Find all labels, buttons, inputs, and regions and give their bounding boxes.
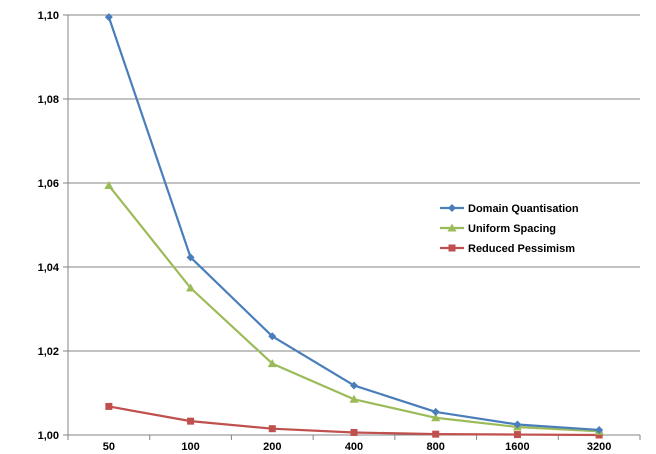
data-point [595,425,604,434]
data-point [431,413,441,422]
legend-marker [447,223,457,232]
data-point [267,359,277,368]
data-point [513,420,522,429]
data-point [350,381,358,390]
data-point [595,431,603,439]
data-point [513,431,521,439]
data-point [186,283,196,292]
data-point [186,253,195,262]
y-tick-label: 1,00 [38,430,59,442]
x-tick-label: 100 [181,441,199,453]
y-tick-label: 1,02 [38,346,59,358]
y-tick-label: 1,08 [38,94,59,106]
y-tick-label: 1,06 [38,178,59,190]
x-tick-label: 3200 [587,441,611,453]
series-domain-quantisation [104,13,604,434]
x-tick-label: 800 [427,441,445,453]
series-uniform-spacing [104,181,604,435]
data-point [187,417,195,425]
x-tick-label: 200 [263,441,281,453]
legend-marker [448,244,456,252]
data-point [105,402,113,410]
y-tick-label: 1,04 [38,262,60,274]
tick-labels: 1,00 1,02 1,04 1,06 1,08 1,10 50 100 200 400 800 16… [38,10,612,453]
data-point [104,181,114,190]
legend-marker [448,204,456,212]
data-point [431,407,440,416]
y-tick-label: 1,10 [38,10,59,22]
data-point [268,332,277,341]
x-tick-label: 50 [103,441,115,453]
legend-label: Domain Quantisation [468,203,579,215]
data-point [349,394,359,403]
legend-label: Reduced Pessimism [468,243,575,255]
legend-entry: Reduced Pessimism [440,243,575,255]
data-point [350,428,358,436]
legend-label: Uniform Spacing [468,223,556,235]
series-reduced-pessimism [105,402,603,439]
gridlines [68,14,640,352]
legend-entry: Domain Quantisation [440,203,579,215]
legend-entry: Uniform Spacing [440,223,556,235]
series-layer [104,13,604,439]
data-point [104,13,113,22]
x-tick-label: 400 [345,441,363,453]
legend: Domain Quantisation Uniform Spacing Reduce… [440,203,579,255]
data-point [432,430,440,438]
data-point [268,425,276,433]
x-tick-label: 1600 [505,441,529,453]
